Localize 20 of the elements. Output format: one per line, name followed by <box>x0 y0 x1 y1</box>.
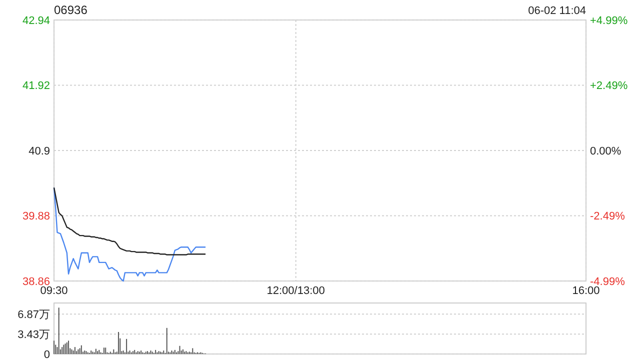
y-tick-label: 42.94 <box>22 14 50 27</box>
y2-tick-label: -2.49% <box>590 210 626 222</box>
x-tick-label: 12:00/13:00 <box>266 285 325 297</box>
y2-tick-label: +4.99% <box>590 14 628 27</box>
text: 06-02 11:04 <box>528 5 586 17</box>
line-series <box>53 187 206 282</box>
y-tick-label: 3.43万 <box>18 328 50 341</box>
x-tick-label: 09:30 <box>40 285 68 297</box>
y-tick-label: 39.88 <box>22 210 50 223</box>
x-tick-label: 16:00 <box>572 285 600 297</box>
chart-title: 06936 <box>54 3 88 17</box>
y-tick-label: 41.92 <box>22 80 50 92</box>
line-series <box>53 187 206 256</box>
y2-tick-label: +2.49% <box>590 80 628 92</box>
y-tick-label: 40.9 <box>28 145 50 158</box>
y2-tick-label: -4.99% <box>590 276 626 288</box>
y-tick-label: 0 <box>44 348 50 360</box>
y-tick-label: 6.87万 <box>18 309 50 322</box>
y2-tick-label: 0.00% <box>590 145 622 158</box>
y-tick-label: 38.86 <box>22 276 50 288</box>
